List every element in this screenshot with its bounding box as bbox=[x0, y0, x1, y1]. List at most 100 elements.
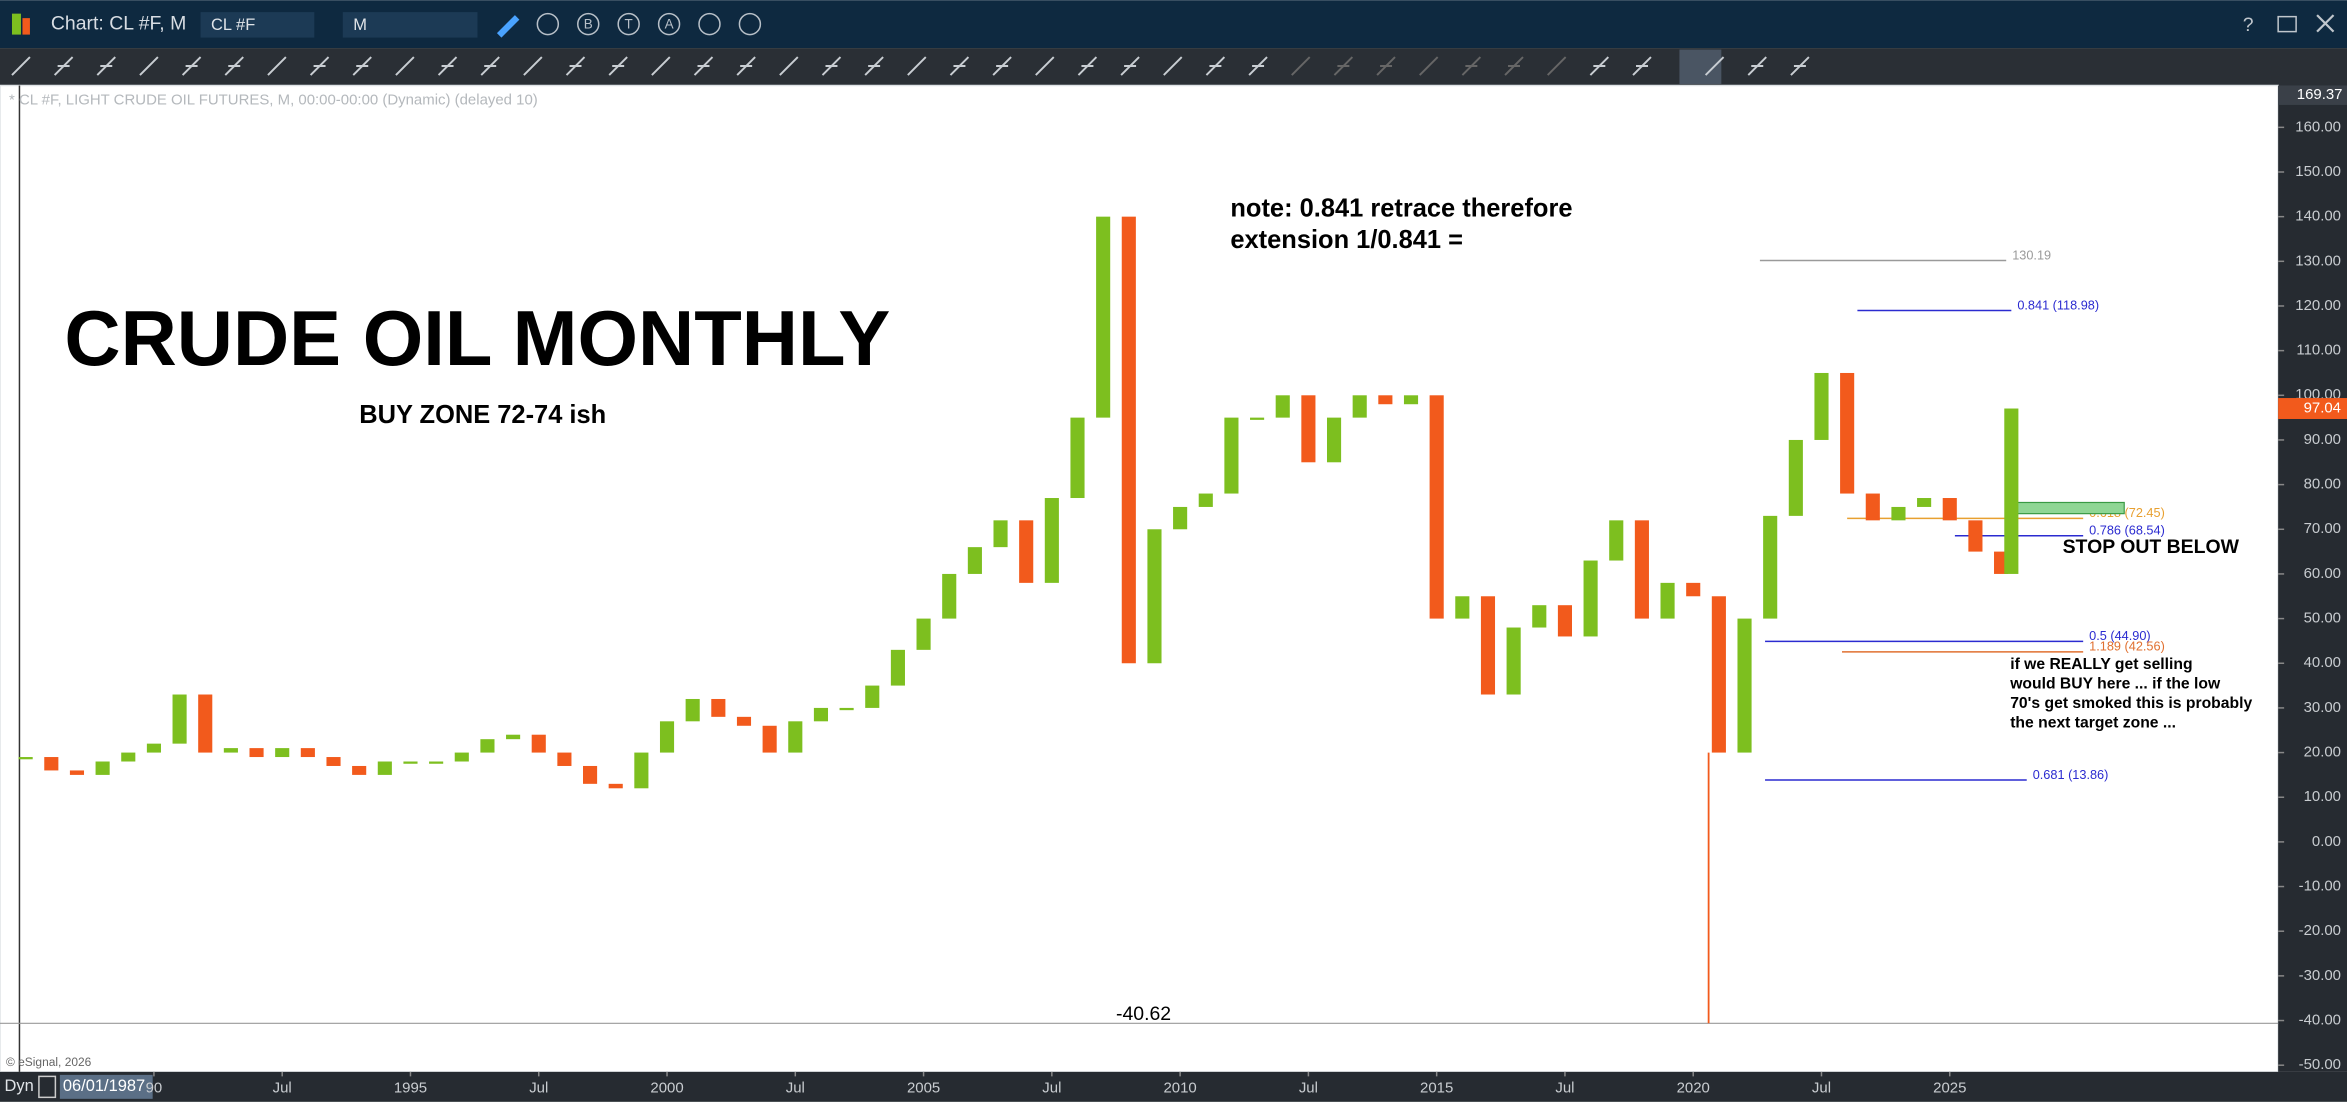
candle bbox=[1147, 529, 1162, 664]
candle bbox=[429, 761, 444, 764]
drawing-tool[interactable] bbox=[1376, 56, 1396, 76]
candle bbox=[865, 685, 880, 708]
fib-label: 0.841 (118.98) bbox=[2017, 297, 2099, 312]
drawing-tool[interactable] bbox=[1419, 56, 1439, 76]
drawing-tool[interactable] bbox=[1248, 56, 1268, 76]
drawing-tool[interactable] bbox=[1632, 56, 1652, 76]
detach-button[interactable] bbox=[2277, 15, 2297, 33]
fib-label: 0.5 (44.90) bbox=[2089, 628, 2151, 643]
candle bbox=[659, 721, 675, 753]
candle bbox=[736, 716, 752, 726]
app-icon bbox=[22, 18, 30, 35]
drawing-tool[interactable] bbox=[1790, 56, 1810, 76]
drawing-tool[interactable] bbox=[1077, 56, 1098, 76]
candle bbox=[1763, 515, 1778, 619]
drawing-tool[interactable] bbox=[565, 56, 586, 76]
x-tick-label: Jul bbox=[1042, 1079, 1061, 1096]
candle bbox=[377, 761, 392, 775]
toolbar-button[interactable] bbox=[698, 12, 721, 36]
drawing-tool[interactable] bbox=[821, 56, 842, 76]
y-tick-label: 0.00 bbox=[2312, 833, 2341, 850]
drawing-tool[interactable] bbox=[181, 56, 202, 76]
toolbar-button[interactable] bbox=[617, 12, 640, 36]
drawing-tool[interactable] bbox=[1333, 56, 1354, 76]
candle bbox=[249, 748, 264, 758]
candle bbox=[557, 752, 572, 766]
drawing-tool[interactable] bbox=[352, 56, 372, 76]
drawing-tool[interactable] bbox=[608, 56, 628, 76]
candle bbox=[1352, 395, 1367, 418]
drawing-tool[interactable] bbox=[139, 56, 159, 76]
y-tick-label: 130.00 bbox=[2295, 252, 2341, 269]
close-button[interactable] bbox=[2316, 14, 2335, 33]
toolbar-letter[interactable]: T bbox=[625, 16, 633, 31]
candle bbox=[69, 770, 85, 775]
drawing-tool[interactable] bbox=[1704, 56, 1725, 76]
drawing-tool[interactable] bbox=[1547, 56, 1567, 76]
drawing-tool[interactable] bbox=[651, 56, 671, 76]
candle bbox=[993, 520, 1008, 548]
last-price-label: 97.04 bbox=[2304, 399, 2341, 416]
drawing-tool[interactable] bbox=[437, 56, 458, 76]
candle bbox=[1044, 498, 1059, 583]
toolbar-button[interactable] bbox=[738, 12, 762, 36]
candle bbox=[2004, 408, 2019, 574]
y-tick-label: -40.00 bbox=[2299, 1011, 2341, 1028]
drawing-tool[interactable] bbox=[693, 56, 714, 76]
drawing-tool[interactable] bbox=[309, 56, 330, 76]
toolbar-button[interactable] bbox=[577, 12, 600, 36]
drawing-tool[interactable] bbox=[1747, 56, 1767, 76]
drawing-tool[interactable] bbox=[779, 56, 799, 76]
drawing-tool[interactable] bbox=[736, 56, 756, 76]
candle bbox=[1840, 372, 1855, 494]
y-tick-label: 40.00 bbox=[2304, 654, 2341, 671]
annotation-note: note: 0.841 retrace therefore bbox=[1230, 194, 1572, 222]
candle bbox=[1737, 618, 1752, 753]
drawing-tool[interactable] bbox=[1504, 56, 1524, 76]
drawing-tool[interactable] bbox=[1291, 56, 1311, 76]
drawing-tool[interactable] bbox=[96, 56, 116, 76]
candle bbox=[1583, 560, 1598, 637]
symbol-box[interactable] bbox=[200, 12, 315, 38]
toolbar-letter[interactable]: B bbox=[584, 16, 593, 31]
drawing-tool[interactable] bbox=[1035, 56, 1055, 76]
toolbar-letter[interactable]: A bbox=[665, 16, 674, 31]
x-tick-label: 2005 bbox=[907, 1079, 940, 1096]
interval-input[interactable]: M bbox=[353, 16, 367, 34]
drawing-tool[interactable] bbox=[480, 56, 500, 76]
candle bbox=[1480, 596, 1496, 695]
help-button[interactable]: ? bbox=[2243, 14, 2254, 36]
y-tick-label: -20.00 bbox=[2299, 922, 2341, 939]
drawing-tool[interactable] bbox=[11, 56, 31, 76]
candle bbox=[300, 748, 315, 758]
drawing-tool[interactable] bbox=[949, 56, 970, 76]
drawing-tool[interactable] bbox=[53, 56, 74, 76]
candle bbox=[223, 748, 238, 753]
drawing-tool[interactable] bbox=[1120, 56, 1140, 76]
drawing-tool[interactable] bbox=[1589, 56, 1610, 76]
drawing-tool[interactable] bbox=[907, 56, 927, 76]
drawing-tool[interactable] bbox=[1163, 56, 1183, 76]
candle bbox=[813, 707, 829, 722]
drawing-tool[interactable] bbox=[1205, 56, 1226, 76]
drawing-tool[interactable] bbox=[267, 56, 287, 76]
symbol-input[interactable]: CL #F bbox=[211, 16, 255, 34]
y-tick-label: 30.00 bbox=[2304, 699, 2341, 716]
toolbar-button[interactable] bbox=[536, 12, 560, 36]
drawing-tool[interactable] bbox=[523, 56, 543, 76]
pencil-tool[interactable] bbox=[496, 15, 520, 38]
interval-box[interactable] bbox=[342, 12, 478, 38]
drawing-tool[interactable] bbox=[1461, 56, 1482, 76]
lock-icon[interactable] bbox=[38, 1075, 57, 1099]
toolbar-button[interactable] bbox=[657, 12, 681, 36]
y-tick-label: 10.00 bbox=[2304, 788, 2341, 805]
x-tick-label: 2000 bbox=[650, 1079, 683, 1096]
annotation-target: 70's get smoked this is probably bbox=[2010, 695, 2252, 712]
drawing-tool[interactable] bbox=[224, 56, 244, 76]
drawing-tool[interactable] bbox=[395, 56, 415, 76]
drawing-tool[interactable] bbox=[864, 56, 884, 76]
candle bbox=[1634, 520, 1649, 619]
candle bbox=[583, 765, 598, 784]
window-title: Chart: CL #F, M bbox=[51, 12, 186, 34]
drawing-tool[interactable] bbox=[992, 56, 1012, 76]
